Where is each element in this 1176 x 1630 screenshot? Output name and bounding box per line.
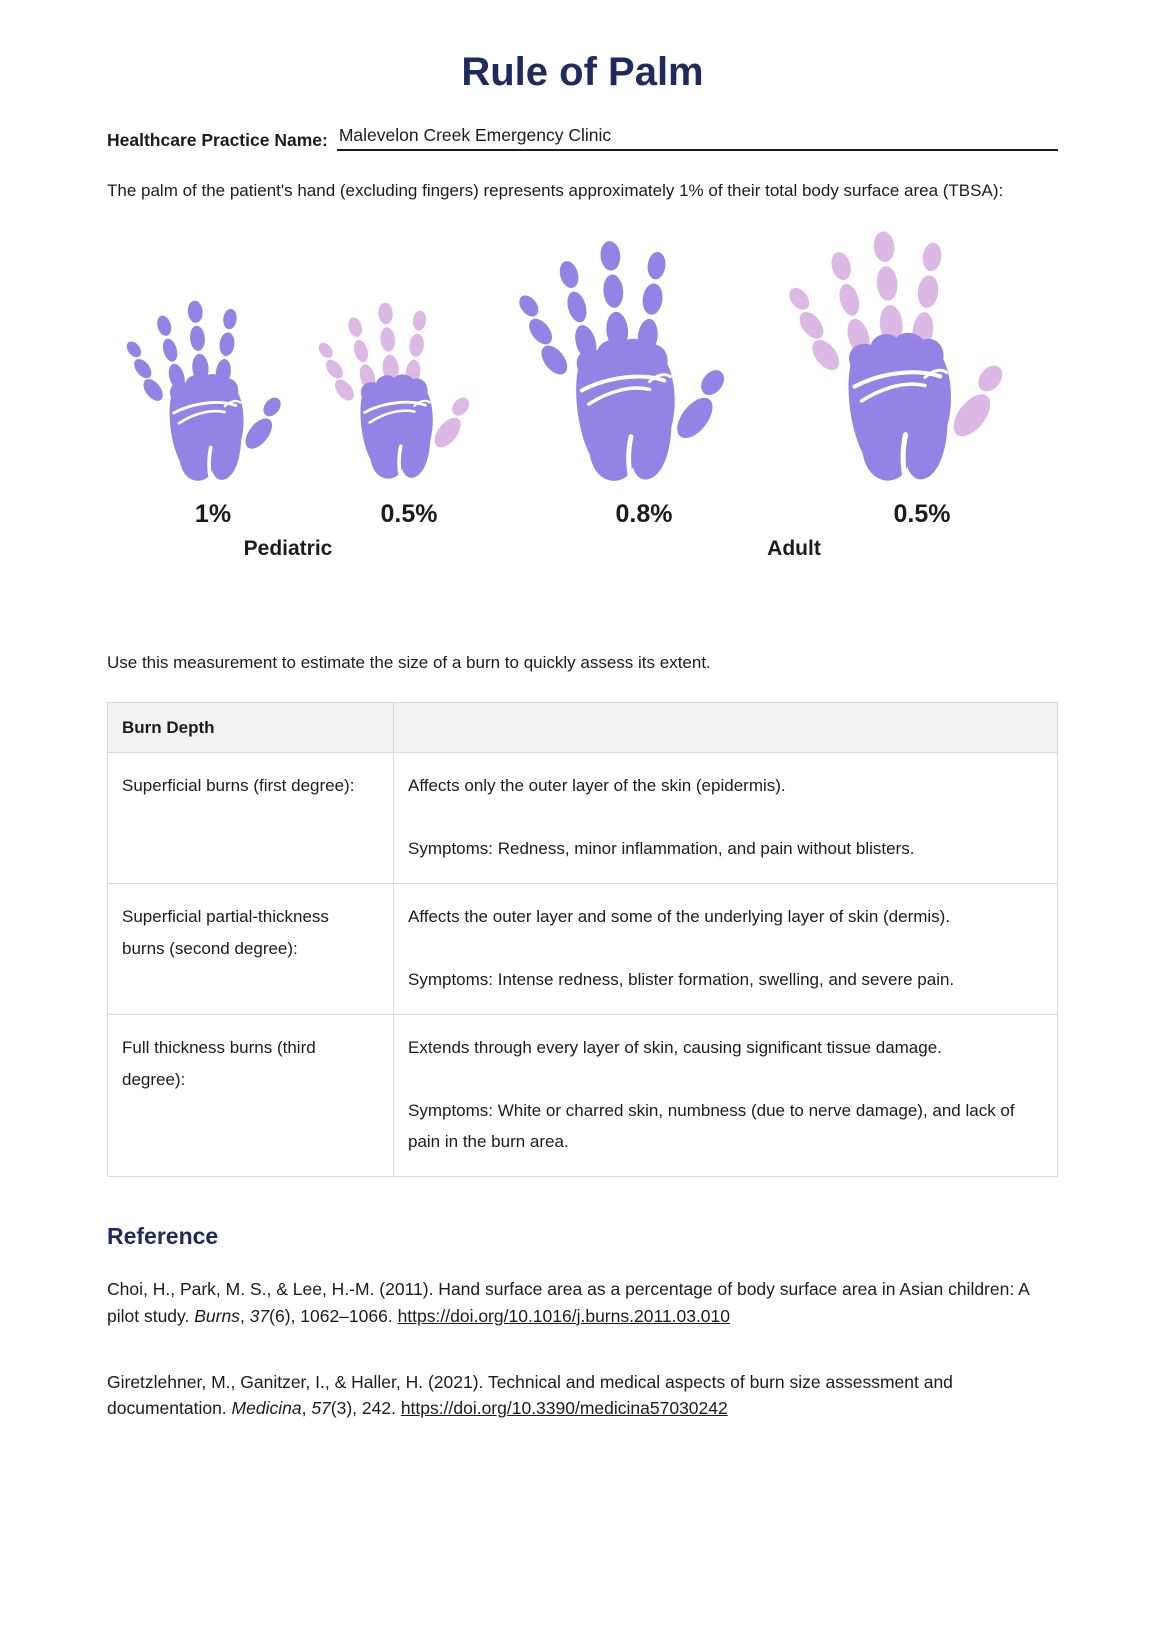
reference-heading: Reference xyxy=(107,1223,219,1250)
journal-volume: 57 xyxy=(311,1398,331,1419)
burn-description-cell: Affects only the outer layer of the skin… xyxy=(393,752,1058,885)
handprint-adult-palm-only xyxy=(787,222,1022,488)
reference-separator: , xyxy=(301,1398,312,1419)
practice-name-label: Healthcare Practice Name: xyxy=(107,130,328,151)
table-row: Superficial burns (first degree): Affect… xyxy=(107,752,1058,885)
burn-description-cell: Extends through every layer of skin, cau… xyxy=(393,1014,1058,1178)
table-row: Superficial partial-thickness burns (sec… xyxy=(107,883,1058,1016)
tbsa-percent-label: 0.5% xyxy=(380,499,438,528)
table-row: Full thickness burns (third degree): Ext… xyxy=(107,1014,1058,1178)
doi-link[interactable]: https://doi.org/10.1016/j.burns.2011.03.… xyxy=(397,1305,731,1326)
reference-item: Choi, H., Park, M. S., & Lee, H.-M. (201… xyxy=(107,1276,1058,1329)
description-text: Extends through every layer of skin, cau… xyxy=(408,1038,942,1058)
symptoms-text: Symptoms: White or charred skin, numbnes… xyxy=(408,1100,1015,1151)
palm-figure: 1% 0.5% 0.8% 0.5% Pediatric Adult xyxy=(107,219,1058,569)
group-label-adult: Adult xyxy=(767,536,821,560)
doi-link[interactable]: https://doi.org/10.3390/medicina57030242 xyxy=(400,1398,728,1419)
practice-name-field[interactable]: Malevelon Creek Emergency Clinic xyxy=(336,125,1058,152)
reference-text: (3), 242. xyxy=(330,1398,401,1419)
symptoms-text: Symptoms: Redness, minor inflammation, a… xyxy=(408,838,915,858)
description-text: Affects the outer layer and some of the … xyxy=(408,907,951,927)
burn-depth-cell: Superficial partial-thickness burns (sec… xyxy=(107,883,394,1016)
tbsa-percent-label: 1% xyxy=(194,499,232,528)
practice-name-row: Healthcare Practice Name: Malevelon Cree… xyxy=(107,125,1058,152)
table-header-row: Burn Depth xyxy=(107,702,1058,754)
group-label-pediatric: Pediatric xyxy=(243,536,333,560)
handprint-pediatric-palm-only xyxy=(317,296,483,484)
burn-depth-header-cell: Burn Depth xyxy=(107,702,394,754)
journal-volume: 37 xyxy=(249,1305,270,1326)
handprint-pediatric-full xyxy=(125,294,295,486)
page-title: Rule of Palm xyxy=(461,50,704,94)
document-page: Rule of Palm Healthcare Practice Name: M… xyxy=(107,50,1058,1422)
handprint-adult-full xyxy=(517,232,743,488)
usage-note: Use this measurement to estimate the siz… xyxy=(107,652,711,672)
reference-separator: , xyxy=(239,1305,250,1326)
reference-item: Giretzlehner, M., Ganitzer, I., & Haller… xyxy=(107,1369,1058,1422)
burn-depth-cell: Superficial burns (first degree): xyxy=(107,752,394,885)
description-text: Affects only the outer layer of the skin… xyxy=(408,776,786,796)
empty-header-cell xyxy=(393,702,1058,754)
burn-depth-table: Burn Depth Superficial burns (first degr… xyxy=(107,702,1058,1178)
burn-description-cell: Affects the outer layer and some of the … xyxy=(393,883,1058,1016)
journal-name: Burns xyxy=(194,1305,240,1326)
reference-text: Choi, H., Park, M. S., & Lee, H.-M. (201… xyxy=(107,1279,1029,1326)
tbsa-percent-label: 0.8% xyxy=(615,499,673,528)
reference-text: Giretzlehner, M., Ganitzer, I., & Haller… xyxy=(107,1371,953,1419)
reference-text: (6), 1062–1066. xyxy=(269,1305,398,1326)
symptoms-text: Symptoms: Intense redness, blister forma… xyxy=(408,969,955,989)
intro-paragraph: The palm of the patient's hand (excludin… xyxy=(107,181,1004,201)
burn-depth-cell: Full thickness burns (third degree): xyxy=(107,1014,394,1178)
journal-name: Medicina xyxy=(231,1398,302,1419)
tbsa-percent-label: 0.5% xyxy=(893,499,951,528)
